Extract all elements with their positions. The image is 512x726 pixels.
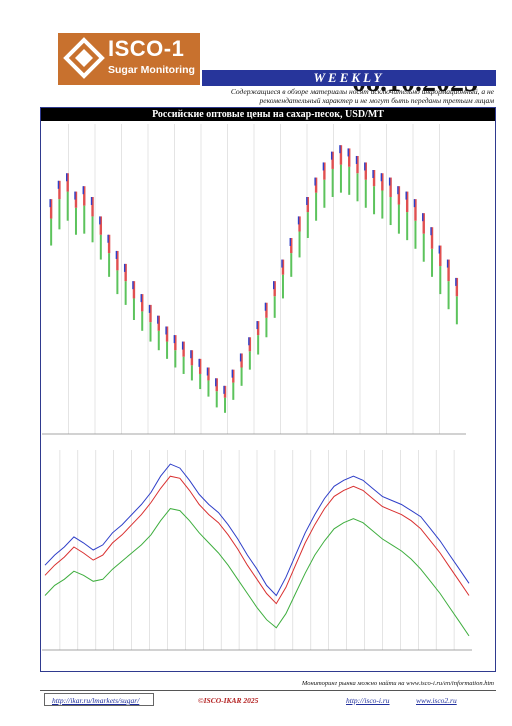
footer-link-box (44, 693, 154, 706)
logo-subtitle: Sugar Monitoring (108, 64, 195, 76)
edition-banner: WEEKLY (202, 70, 496, 86)
series-line-close (44, 475, 470, 605)
disclaimer: Содержащиеся в обзоре материалы носят ис… (230, 87, 494, 105)
edition-label: WEEKLY (313, 70, 385, 85)
footer-link-ikar[interactable]: http://ikar.ru/lmarkets/sugar/ (52, 696, 140, 705)
logo-name: ISCO-1 (108, 36, 185, 61)
date-box: 08.10.2025 (202, 33, 496, 98)
footer-link-isco2[interactable]: www.isco2.ru (416, 696, 457, 705)
footer-note: Мониторинг рынка можно найти на www.isco… (301, 680, 494, 687)
price-chart-bars (42, 124, 466, 435)
footer: http://ikar.ru/lmarkets/sugar/ ©ISCO-IKA… (40, 690, 496, 709)
series-line-high (44, 463, 470, 597)
logo-diamond-icon (62, 36, 106, 80)
chart-title-bar: Российские оптовые цены на сахар-песок, … (41, 108, 495, 121)
series-line-low (44, 508, 470, 637)
footer-link-isco[interactable]: http://isco-i.ru (346, 696, 390, 705)
footer-copyright: ©ISCO-IKAR 2025 (198, 696, 259, 705)
chart-title: Российские оптовые цены на сахар-песок, … (152, 109, 384, 120)
chart-frame (40, 107, 496, 672)
price-chart-lines (42, 450, 472, 651)
